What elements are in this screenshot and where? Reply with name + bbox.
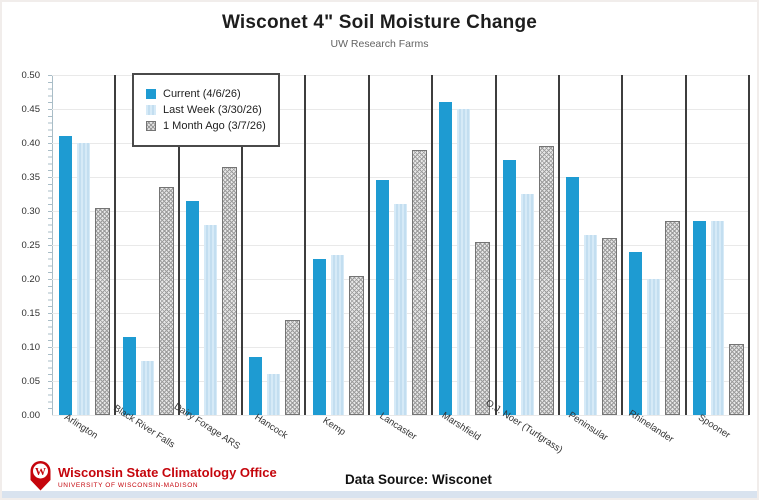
bar-lastweek [520,194,534,415]
group-separator [621,75,624,415]
bar-lastweek [394,204,407,415]
bar-current [439,102,453,415]
group-separator [177,75,180,415]
bar-lastweek [330,255,344,415]
legend-item: Last Week (3/30/26) [146,104,266,116]
group-separator [431,75,434,415]
bar-lastweek [710,221,724,415]
bar-lastweek [203,224,217,415]
bar-current [249,357,263,415]
gridline [52,414,749,416]
bar-current [376,180,389,415]
y-tick-label: 0.45 [21,103,41,115]
bar-monthago [348,275,364,415]
bar-lastweek [457,109,471,415]
group-separator [557,75,560,415]
page-title: Wisconet 4" Soil Moisture Change [221,12,538,33]
bar-current [312,258,326,415]
legend-swatch-lastweek [146,105,156,115]
bar-lastweek [77,143,91,415]
bar-monthago [158,187,174,415]
uw-crest-logo: W [30,461,51,491]
legend-item: Current (4/6/26) [146,88,266,100]
org-name: Wisconsin State Climatology Office [58,465,277,480]
y-tick-label: 0.30 [21,205,41,217]
bar-lastweek [647,279,661,415]
legend-swatch-monthago [146,121,156,131]
bar-monthago [728,343,744,415]
bar-current [629,251,643,415]
gridline [52,108,749,110]
group-separator [114,75,117,415]
bar-monthago [221,166,237,415]
bar-monthago [538,146,554,415]
x-tick-label: Spooner [696,412,733,442]
y-tick-label: 0.35 [21,171,41,183]
bottom-strip [2,491,757,498]
bar-monthago [475,241,491,415]
bar-current [185,200,199,415]
y-tick-label: 0.25 [21,239,41,251]
bar-current [502,160,516,415]
legend-label: Last Week (3/30/26) [163,104,262,116]
footer-org: W Wisconsin State Climatology Office UNI… [29,460,277,492]
svg-text:W: W [35,466,46,478]
group-separator [304,75,307,415]
y-tick-label: 0.15 [21,307,41,319]
bar-lastweek [267,374,281,415]
group-separator [367,75,370,415]
x-tick-label: Kemp [320,415,348,438]
org-subtitle: UNIVERSITY OF WISCONSIN-MADISON [58,482,199,490]
bar-current [59,136,73,415]
y-tick-label: 0.00 [21,409,41,421]
gridline [52,142,749,144]
bar-monthago [285,319,301,415]
y-tick-label: 0.40 [21,137,41,149]
data-source-label: Data Source: Wisconet [345,472,492,487]
y-tick-label: 0.50 [21,69,41,81]
group-separator [494,75,497,415]
bar-current [692,221,706,415]
group-separator [684,75,687,415]
legend-swatch-current [146,89,156,99]
x-tick-label: Arlington [61,411,100,442]
chart-plot [48,74,750,416]
bar-current [122,336,136,415]
bar-lastweek [140,360,154,415]
chart-subtitle: UW Research Farms [330,38,429,50]
group-separator [241,75,244,415]
bar-lastweek [584,234,598,415]
y-axis-labels: 0.00 0.05 0.10 0.15 0.20 0.25 0.30 0.35 0.40 0.45… [2,70,46,421]
bar-current [566,177,580,415]
y-tick-label: 0.10 [21,341,41,353]
y-tick-label: 0.05 [21,375,41,387]
gridline [52,176,749,178]
group-separator [748,75,750,415]
legend-item: 1 Month Ago (3/7/26) [146,120,266,132]
bar-monthago [602,238,618,415]
gridline [52,74,749,76]
chart-legend: Current (4/6/26) Last Week (3/30/26) 1 Mon… [132,73,280,147]
legend-label: Current (4/6/26) [163,88,241,100]
bar-monthago [665,221,681,415]
x-tick-label: Hancock [252,411,290,442]
y-tick-label: 0.20 [21,273,41,285]
bar-monthago [412,149,427,415]
bar-monthago [95,207,111,415]
legend-label: 1 Month Ago (3/7/26) [163,120,266,132]
